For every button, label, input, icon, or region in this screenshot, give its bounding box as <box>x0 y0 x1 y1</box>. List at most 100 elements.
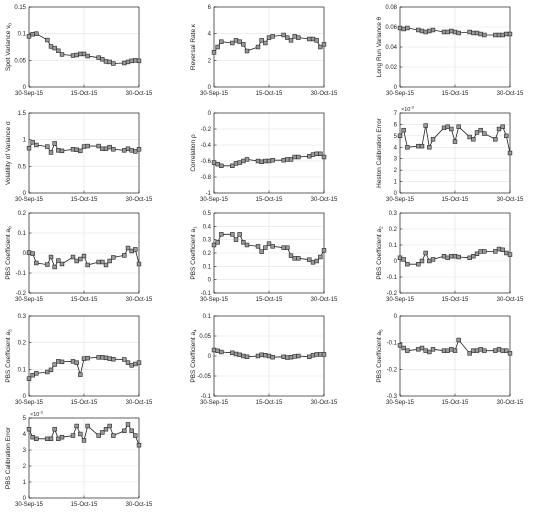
y-tick-label: -0.2 <box>16 291 27 297</box>
data-point <box>281 245 286 250</box>
y-axis-label-text: PBS Calibration Error <box>5 426 12 489</box>
data-point <box>52 264 57 270</box>
exponent-base: ×10 <box>30 412 39 418</box>
data-point <box>416 347 421 352</box>
y-tick-label: -0.2 <box>201 127 212 133</box>
data-point <box>129 248 134 254</box>
data-point <box>56 48 61 53</box>
data-point <box>263 158 268 164</box>
y-axis-label: Long Run Variance θ <box>376 16 383 77</box>
data-point <box>56 258 61 263</box>
y-tick-label: 0.1 <box>18 231 27 237</box>
data-point <box>45 262 50 267</box>
data-point <box>241 353 246 359</box>
data-point <box>111 61 116 66</box>
data-point <box>111 356 116 362</box>
y-tick-label: 0 <box>394 314 398 320</box>
data-point <box>456 337 461 343</box>
y-axis-label: PBS Coefficient a0 <box>5 226 13 280</box>
x-tick-label: 30-Oct-15 <box>126 400 153 406</box>
data-point <box>122 428 127 433</box>
y-tick-label: 0.2 <box>18 341 27 347</box>
data-point <box>307 354 312 359</box>
data-point <box>263 245 268 250</box>
data-point <box>100 146 105 151</box>
data-point <box>288 38 294 43</box>
data-point <box>416 27 421 33</box>
y-tick-label: -0.6 <box>201 159 212 165</box>
x-tick-label: 30-Sep-15 <box>386 91 415 97</box>
data-point <box>270 354 275 360</box>
y-tick-label: -1 <box>206 191 212 197</box>
data-point <box>96 433 101 438</box>
data-point <box>244 354 250 359</box>
y-axis-label-text: Heston Calibration Error <box>376 117 383 188</box>
data-point <box>78 431 83 437</box>
data-point <box>45 144 50 149</box>
data-point <box>237 160 242 165</box>
data-point <box>59 148 65 154</box>
x-tick-label: 30-Sep-15 <box>200 197 229 203</box>
y-tick-label: 0.04 <box>385 45 397 51</box>
y-tick-label: -0.4 <box>201 143 212 149</box>
y-axis-label: Correlation ρ <box>190 134 197 172</box>
data-point <box>296 35 301 40</box>
y-tick-label: 1 <box>23 138 27 144</box>
y-axis-label-subscript: 4 <box>193 329 198 332</box>
x-tick-label: 30-Sep-15 <box>386 297 415 303</box>
x-tick-label: 30-Sep-15 <box>15 400 44 406</box>
data-point <box>504 250 509 256</box>
data-point <box>103 146 109 151</box>
panel-a1: -0.1 0 0.1 0.2 0.3 0.4 0.5 30-Sep-15 15-Oct-15 30… <box>190 211 338 303</box>
data-point <box>493 32 498 38</box>
data-point <box>52 362 57 367</box>
data-point <box>281 32 286 38</box>
data-point <box>244 242 250 248</box>
x-tick-label: 30-Sep-15 <box>200 400 229 406</box>
y-tick-label: -0.3 <box>387 394 398 400</box>
x-tick-label: 30-Sep-15 <box>15 197 44 203</box>
x-tick-label: 30-Oct-15 <box>311 91 338 97</box>
panel-spot: 0 0.05 0.1 0.15 30-Sep-15 15-Oct-15 30-Oct-15 S… <box>5 5 153 97</box>
data-point <box>478 347 483 352</box>
x-tick-label: 15-Oct-15 <box>256 400 283 406</box>
data-point <box>292 34 297 39</box>
data-point <box>96 259 101 265</box>
data-point <box>397 255 403 260</box>
data-point <box>241 158 246 164</box>
y-tick-label: 0.2 <box>203 251 212 257</box>
data-point <box>136 261 142 267</box>
data-point <box>430 27 436 33</box>
data-point <box>318 44 323 50</box>
x-tick-label: 30-Oct-15 <box>497 297 524 303</box>
data-point <box>405 348 410 353</box>
y-axis-label: Heston Calibration Error <box>376 117 383 188</box>
data-point <box>26 146 32 151</box>
data-point <box>318 151 323 156</box>
data-point <box>129 148 134 153</box>
data-point <box>266 35 272 40</box>
y-axis-label-text: Correlation ρ <box>190 134 197 172</box>
y-tick-label: 0 <box>394 191 398 197</box>
data-point <box>310 152 316 157</box>
x-tick-label: 15-Oct-15 <box>442 400 469 406</box>
y-axis-label: Spot Variance v0 <box>5 23 13 71</box>
data-point <box>56 436 61 441</box>
data-point <box>419 143 425 149</box>
data-point <box>401 127 406 133</box>
panel-a3: 0 0.1 0.2 0.3 30-Sep-15 15-Oct-15 30-Oct-15 PBS… <box>5 314 153 406</box>
data-point <box>474 30 480 36</box>
data-point <box>48 436 54 441</box>
data-point <box>427 145 432 150</box>
data-point <box>100 355 105 360</box>
x-tick-label: 15-Oct-15 <box>442 91 469 97</box>
data-point <box>70 147 76 152</box>
data-point <box>122 357 127 362</box>
x-tick-label: 15-Oct-15 <box>71 502 98 508</box>
data-point <box>85 423 90 429</box>
data-point <box>133 433 138 438</box>
y-tick-label: 6 <box>394 122 398 128</box>
data-point <box>125 422 131 427</box>
data-point <box>397 133 403 139</box>
data-point <box>70 433 76 438</box>
